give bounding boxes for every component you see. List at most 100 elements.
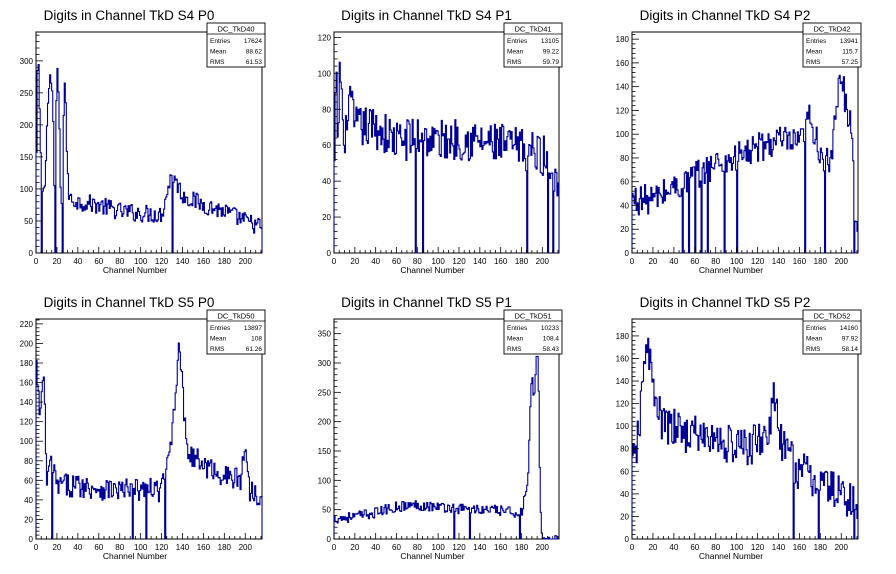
y-tick-label: 40 <box>620 201 629 210</box>
stats-row-value: 13105 <box>541 38 559 45</box>
stats-row-value: 97.92 <box>842 336 859 343</box>
y-tick-label: 100 <box>616 130 630 139</box>
y-tick-label: 150 <box>318 447 332 456</box>
stats-row-label: RMS <box>507 59 522 66</box>
x-tick-label: 20 <box>648 543 657 552</box>
x-tick-label: 120 <box>452 257 466 266</box>
y-tick-label: 180 <box>616 35 630 44</box>
stats-row-label: Mean <box>210 49 227 56</box>
y-tick-label: 0 <box>625 249 630 258</box>
y-tick-label: 120 <box>616 400 630 409</box>
y-tick-label: 140 <box>616 83 630 92</box>
stats-row-value: 61.26 <box>246 346 263 353</box>
histogram-panel: Digits in Channel TkD S5 P2 0 20 40 60 80 100 1… <box>596 287 896 574</box>
stats-row-value: 58.14 <box>842 346 859 353</box>
x-tick-label: 0 <box>630 543 635 552</box>
x-tick-label: 180 <box>814 543 828 552</box>
x-tick-label: 20 <box>350 257 359 266</box>
stats-row-label: RMS <box>210 346 225 353</box>
y-tick-label: 160 <box>616 59 630 68</box>
x-tick-label: 120 <box>155 543 169 552</box>
stats-row-value: 108 <box>251 336 262 343</box>
stats-row-label: Entries <box>507 325 528 332</box>
y-tick-label: 300 <box>318 359 332 368</box>
x-tick-label: 140 <box>473 543 487 552</box>
histogram-panel: Digits in Channel TkD S5 P0 0 20 40 60 80 100 1… <box>0 287 298 574</box>
y-tick-label: 80 <box>620 154 629 163</box>
chart-title: Digits in Channel TkD S5 P1 <box>341 295 512 310</box>
x-tick-label: 180 <box>515 543 529 552</box>
histogram-panel: Digits in Channel TkD S4 P2 0 20 40 60 80 100 1… <box>596 0 896 287</box>
x-tick-label: 180 <box>814 257 828 266</box>
x-tick-label: 60 <box>690 257 699 266</box>
histogram-line <box>631 337 859 540</box>
stats-row-value: 115.7 <box>842 49 858 56</box>
x-axis-label: Channel Number <box>103 551 167 561</box>
stats-row-label: RMS <box>806 346 821 353</box>
histogram-line <box>631 74 859 254</box>
x-tick-label: 60 <box>94 257 103 266</box>
y-tick-label: 50 <box>322 506 331 515</box>
y-tick-label: 160 <box>20 379 34 388</box>
y-tick-label: 50 <box>24 217 33 226</box>
stats-row-label: Entries <box>507 38 528 45</box>
histogram-panel: Digits in Channel TkD S4 P1 0 20 40 60 80 100 1… <box>298 0 596 287</box>
x-tick-label: 200 <box>835 257 849 266</box>
y-tick-label: 0 <box>625 535 630 544</box>
y-tick-label: 0 <box>327 535 332 544</box>
stats-row-value: 58.43 <box>543 346 560 353</box>
stats-row-value: 61.53 <box>246 59 263 66</box>
stats-row-label: Entries <box>806 38 827 45</box>
stats-box-name: DC_TkD40 <box>217 25 254 34</box>
y-tick-label: 140 <box>20 398 34 407</box>
x-tick-label: 100 <box>134 543 148 552</box>
x-tick-label: 100 <box>431 543 445 552</box>
x-tick-label: 40 <box>371 543 380 552</box>
x-tick-label: 180 <box>218 257 232 266</box>
chart-title: Digits in Channel TkD S4 P1 <box>341 8 512 23</box>
x-axis-label: Channel Number <box>699 265 763 275</box>
y-tick-label: 60 <box>620 467 629 476</box>
y-tick-label: 200 <box>20 121 34 130</box>
y-tick-label: 60 <box>24 476 33 485</box>
y-tick-label: 200 <box>318 418 332 427</box>
y-tick-label: 220 <box>20 320 34 329</box>
y-tick-label: 120 <box>616 106 630 115</box>
stats-box-name: DC_TkD52 <box>813 312 850 321</box>
y-tick-label: 100 <box>318 476 332 485</box>
stats-row-value: 13941 <box>840 38 858 45</box>
x-tick-label: 40 <box>669 257 678 266</box>
x-tick-label: 120 <box>751 543 765 552</box>
x-tick-label: 160 <box>793 257 807 266</box>
stats-row-value: 108.4 <box>543 336 560 343</box>
y-tick-label: 100 <box>20 185 34 194</box>
histogram-panel: Digits in Channel TkD S5 P1 0 20 40 60 80 100 1… <box>298 287 596 574</box>
chart-title: Digits in Channel TkD S4 P2 <box>640 8 811 23</box>
plot-frame <box>333 31 560 254</box>
stats-box-name: DC_TkD51 <box>514 312 551 321</box>
stats-row-label: Mean <box>806 49 823 56</box>
y-tick-label: 40 <box>322 177 331 186</box>
y-tick-label: 40 <box>620 490 629 499</box>
stats-row-value: 99.22 <box>543 49 560 56</box>
x-tick-label: 40 <box>73 257 82 266</box>
chart-title: Digits in Channel TkD S5 P2 <box>640 295 811 310</box>
x-tick-label: 140 <box>176 543 190 552</box>
y-tick-label: 0 <box>327 249 332 258</box>
stats-row-value: 10233 <box>541 325 559 332</box>
x-tick-label: 20 <box>648 257 657 266</box>
x-tick-label: 140 <box>772 257 786 266</box>
x-tick-label: 140 <box>176 257 190 266</box>
histogram-line <box>35 342 263 540</box>
y-tick-label: 250 <box>20 89 34 98</box>
chart-title: Digits in Channel TkD S4 P0 <box>44 8 215 23</box>
stats-row-label: Mean <box>806 336 823 343</box>
stats-box: DC_TkD42 Entries 13941 Mean 115.7 RMS 57.25 <box>802 22 862 68</box>
histogram-line <box>333 355 559 540</box>
y-tick-label: 20 <box>322 213 331 222</box>
y-tick-label: 140 <box>616 377 630 386</box>
x-tick-label: 200 <box>239 257 253 266</box>
stats-row-value: 14160 <box>840 325 858 332</box>
stats-box: DC_TkD40 Entries 17624 Mean 88.62 RMS 61.53 <box>206 22 266 68</box>
x-tick-label: 160 <box>793 543 807 552</box>
